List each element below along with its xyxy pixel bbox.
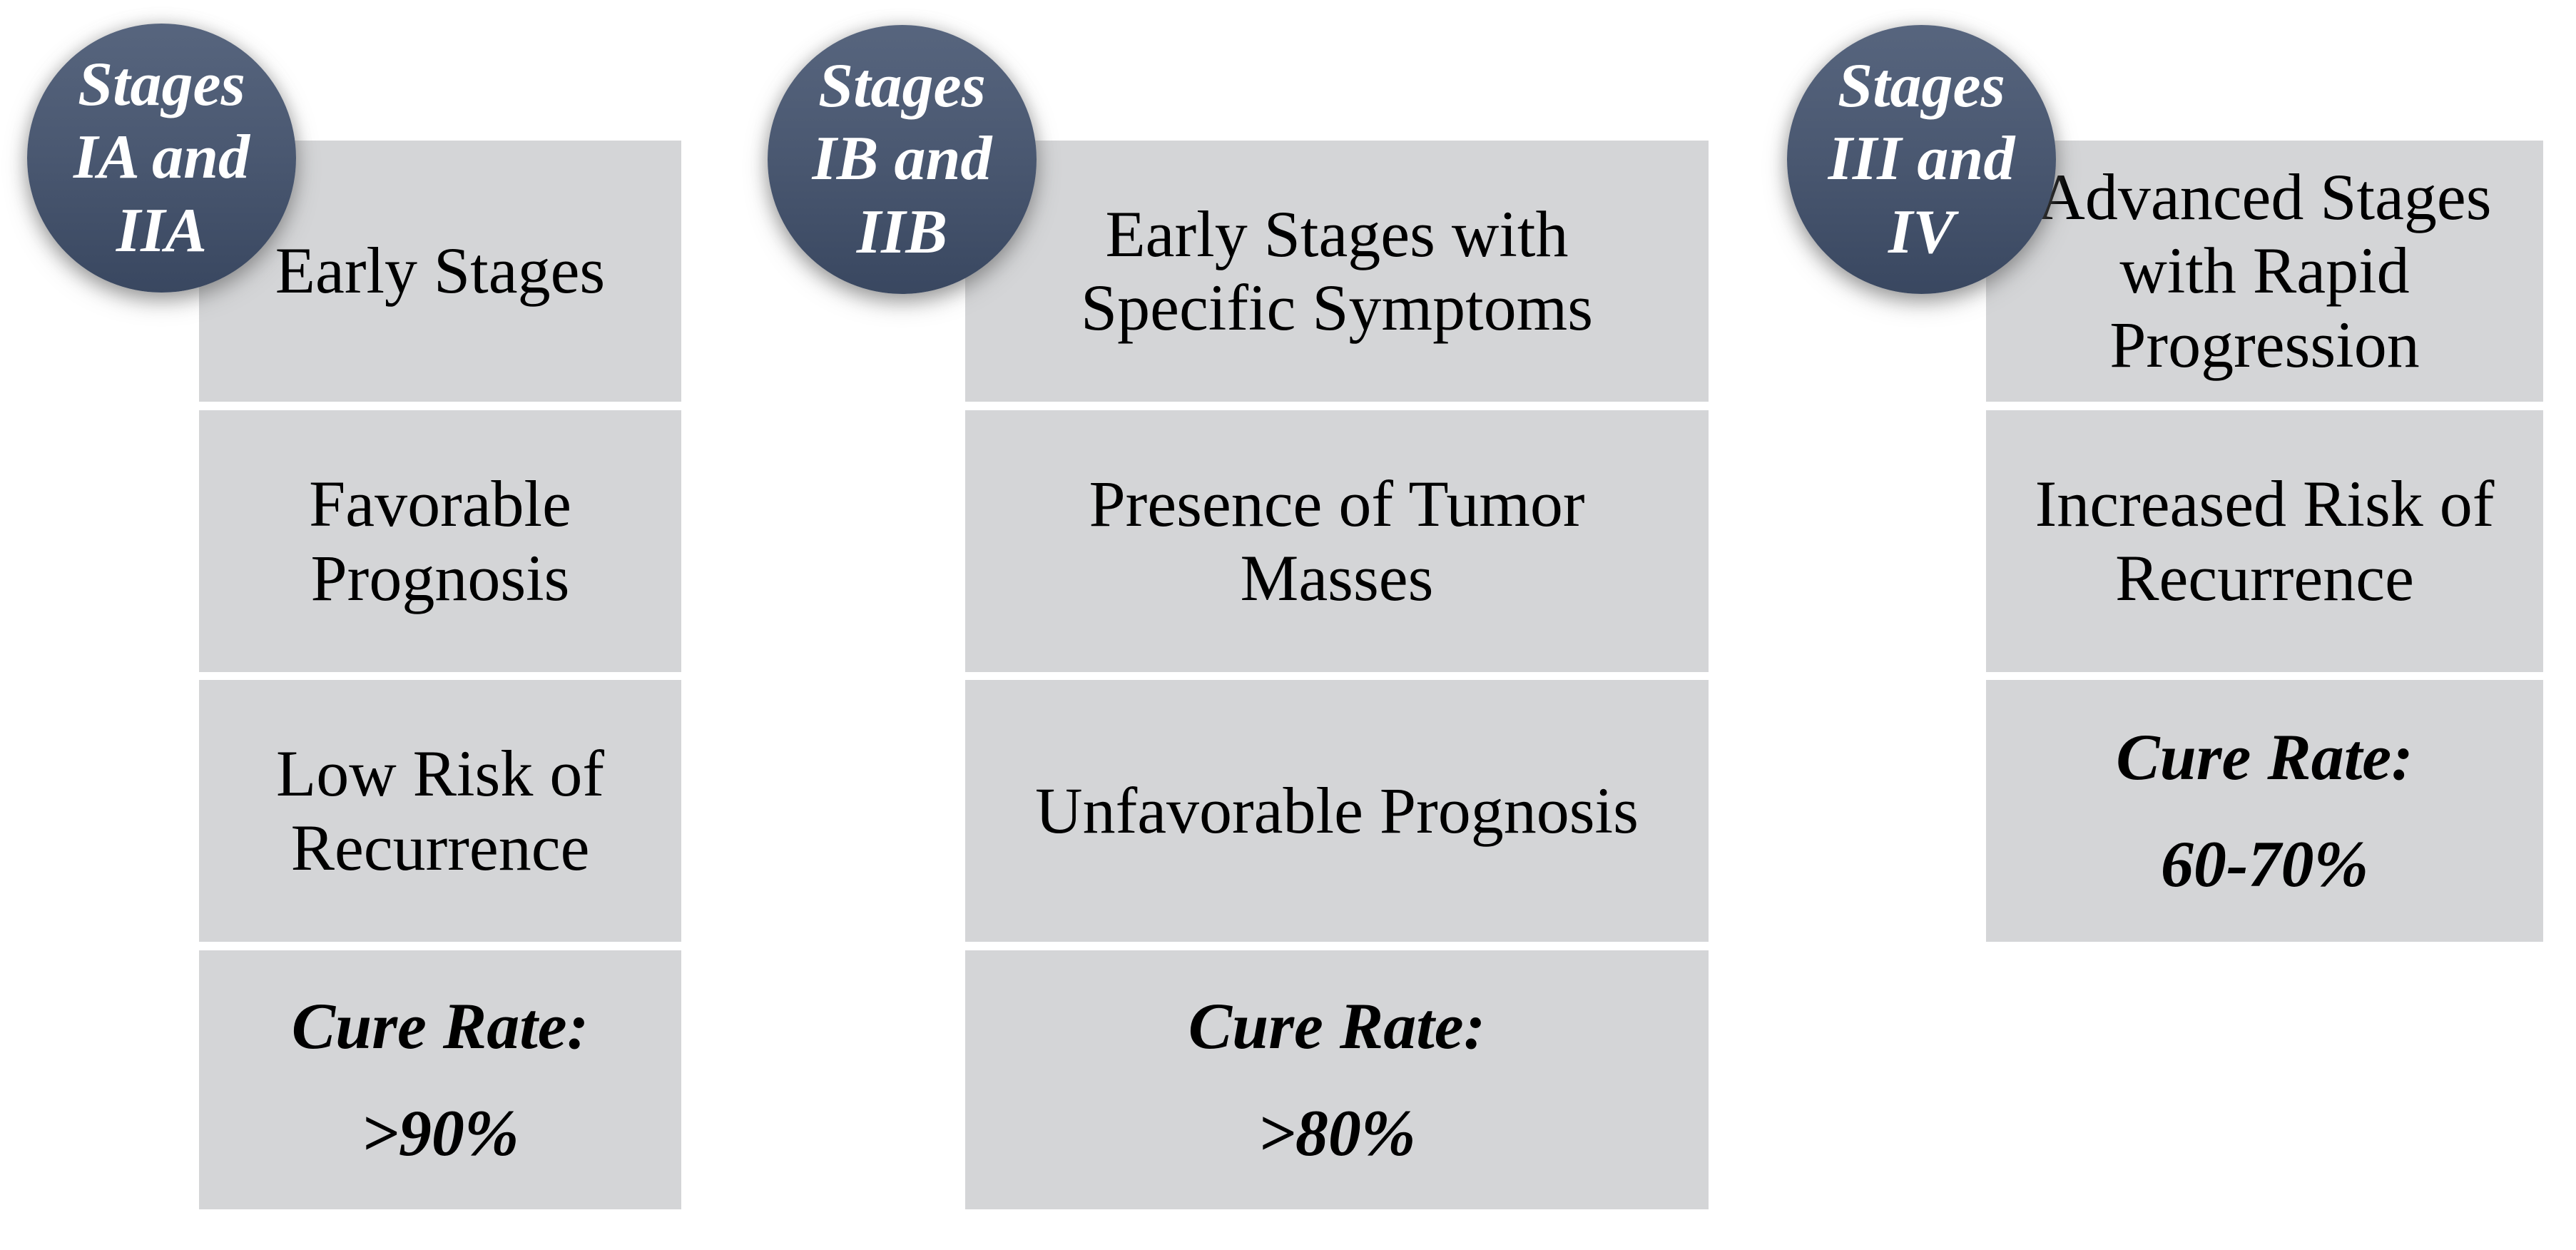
stage-circle-label: Stages IA and IIA	[73, 50, 250, 265]
cure-rate-value: >90%	[361, 1096, 519, 1169]
cure-rate-label: Cure Rate:	[1188, 990, 1486, 1063]
info-box-cure-rate-2: Cure Rate: >80%	[965, 950, 1709, 1209]
stage-circle-ib-iib: Stages IB and IIB	[768, 25, 1037, 294]
info-box-increased-risk-recurrence: Increased Risk of Recurrence	[1986, 410, 2543, 672]
cure-rate-value: 60-70%	[2160, 827, 2369, 900]
info-box-cure-rate-1: Cure Rate: >90%	[199, 950, 681, 1209]
cure-rate-label: Cure Rate:	[291, 990, 589, 1063]
stage-circle-label: Stages IB and IIB	[812, 51, 992, 267]
info-box-advanced-stages: Advanced Stages with Rapid Progression	[1986, 141, 2543, 402]
info-box-early-stages-symptoms: Early Stages with Specific Symptoms	[965, 141, 1709, 402]
info-box-unfavorable-prognosis: Unfavorable Prognosis	[965, 680, 1709, 942]
info-box-cure-rate-3: Cure Rate: 60-70%	[1986, 680, 2543, 942]
stage-circle-iii-iv: Stages III and IV	[1787, 25, 2056, 294]
info-box-favorable-prognosis: Favorable Prognosis	[199, 410, 681, 672]
cure-rate-label: Cure Rate:	[2116, 721, 2413, 794]
info-box-tumor-masses: Presence of Tumor Masses	[965, 410, 1709, 672]
info-box-low-risk-recurrence: Low Risk of Recurrence	[199, 680, 681, 942]
stage-circle-label: Stages III and IV	[1828, 51, 2015, 267]
stage-circle-ia-iia: Stages IA and IIA	[27, 24, 296, 293]
cure-rate-value: >80%	[1258, 1096, 1416, 1169]
